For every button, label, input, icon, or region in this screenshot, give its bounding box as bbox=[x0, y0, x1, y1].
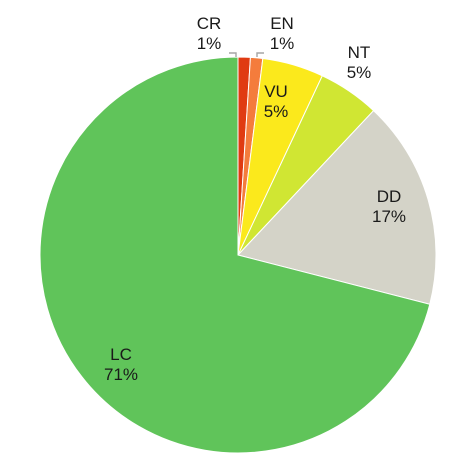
leader-line-cr bbox=[229, 52, 237, 57]
slice-value-dd: 17% bbox=[372, 207, 406, 226]
slice-labels: CR 1%EN 1%VU 5%NT 5%DD 17%LC 71% bbox=[104, 14, 406, 384]
slice-name-lc: LC bbox=[110, 345, 132, 364]
slice-label-nt: NT 5% bbox=[347, 43, 372, 82]
slice-name-dd: DD bbox=[377, 187, 402, 206]
slice-value-nt: 5% bbox=[347, 63, 372, 82]
pie-slice-lc bbox=[39, 56, 431, 454]
slice-label-lc: LC 71% bbox=[104, 345, 138, 384]
slice-label-dd: DD 17% bbox=[372, 187, 406, 226]
slice-label-en: EN 1% bbox=[270, 14, 295, 53]
slice-value-lc: 71% bbox=[104, 365, 138, 384]
slice-label-vu: VU 5% bbox=[264, 82, 289, 121]
leader-lines bbox=[229, 52, 264, 57]
leader-line-en bbox=[256, 52, 264, 57]
slice-value-cr: 1% bbox=[197, 34, 222, 53]
slice-name-nt: NT bbox=[348, 43, 371, 62]
pie-slice-dd bbox=[237, 109, 437, 305]
slice-value-en: 1% bbox=[270, 34, 295, 53]
slice-name-cr: CR bbox=[197, 14, 222, 33]
slice-name-en: EN bbox=[270, 14, 294, 33]
slice-value-vu: 5% bbox=[264, 102, 289, 121]
slice-name-vu: VU bbox=[264, 82, 288, 101]
slice-label-cr: CR 1% bbox=[197, 14, 222, 53]
pie-slices bbox=[39, 56, 437, 454]
